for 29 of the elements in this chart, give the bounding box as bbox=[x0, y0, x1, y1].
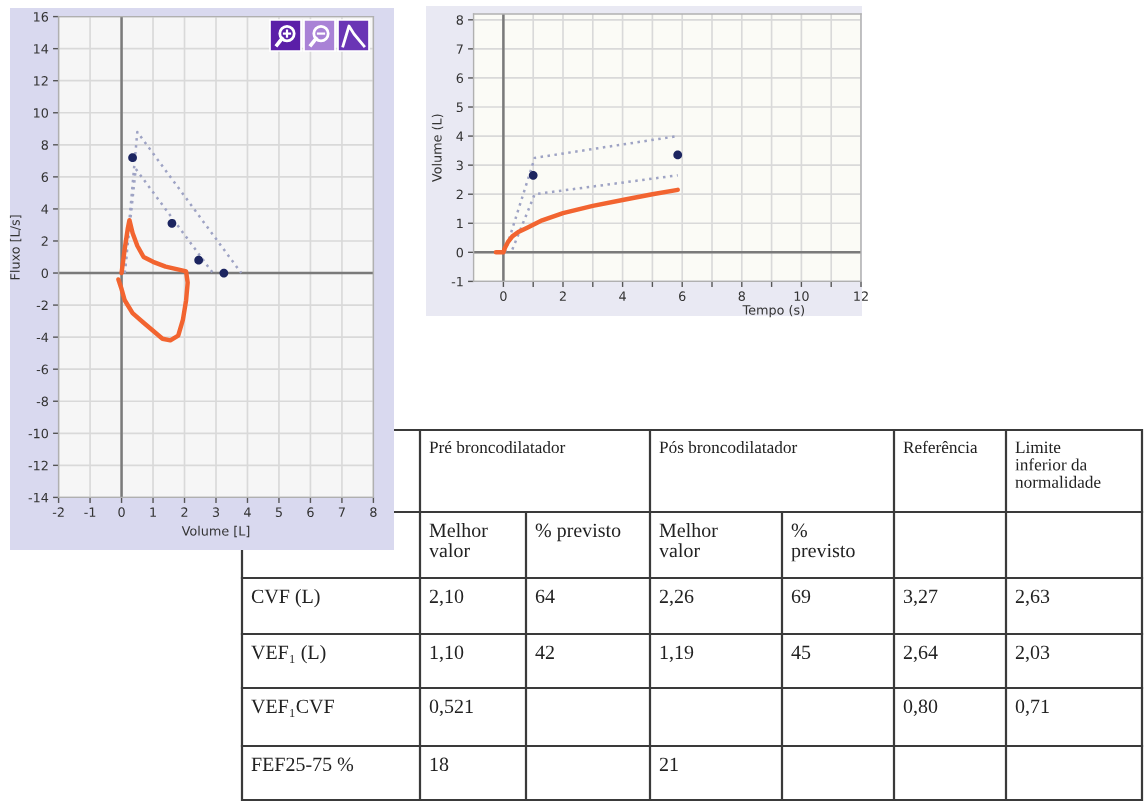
category-label: FEF25-75 % bbox=[251, 757, 354, 772]
text: 1,19 bbox=[660, 645, 694, 662]
text: 0,80 bbox=[903, 699, 938, 716]
text: % previsto bbox=[535, 523, 621, 542]
text: 3,27 bbox=[903, 589, 938, 606]
text: 42 bbox=[535, 645, 554, 659]
text: 45 bbox=[791, 645, 811, 660]
category-label: VEF₁CVF bbox=[251, 699, 334, 717]
category-label: VEF₁ (L) bbox=[251, 645, 326, 664]
text: Melhor valor bbox=[659, 523, 718, 558]
text: 2,10 bbox=[429, 589, 464, 606]
text: 0,71 bbox=[1015, 699, 1049, 716]
text: 18 bbox=[430, 757, 449, 772]
category-label: Referência bbox=[903, 440, 978, 454]
text: 2,63 bbox=[1015, 589, 1050, 606]
text: 1,10 bbox=[430, 645, 464, 662]
text: 21 bbox=[659, 757, 678, 771]
text: 69 bbox=[791, 589, 811, 604]
text: 2,64 bbox=[903, 645, 938, 662]
category-label: Pós broncodilatador bbox=[659, 440, 798, 454]
text: 64 bbox=[535, 589, 555, 604]
text: 2,26 bbox=[659, 589, 694, 606]
text: Melhor valor bbox=[429, 523, 488, 558]
text: 2,03 bbox=[1015, 645, 1050, 662]
text: % previsto bbox=[791, 523, 855, 562]
category-label: Pré broncodilatador bbox=[429, 440, 566, 454]
category-label: Limite inferior da normalidade bbox=[1015, 441, 1101, 488]
text: 0,521 bbox=[429, 699, 473, 716]
category-label: CVF (L) bbox=[251, 589, 320, 608]
